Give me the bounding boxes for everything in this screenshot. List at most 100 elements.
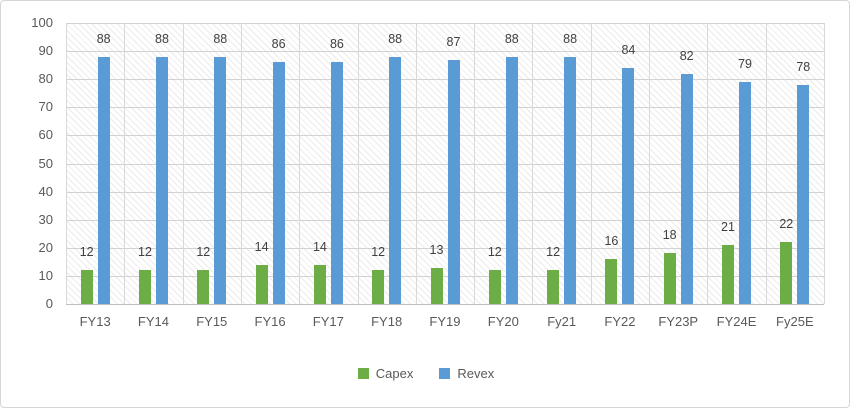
bar-revex-FY16 <box>272 62 285 304</box>
x-tick-label-FY14: FY14 <box>137 314 169 329</box>
gridline-90 <box>66 51 824 53</box>
legend-item-revex: Revex <box>439 366 494 381</box>
bar-capex-FY13 <box>80 270 93 304</box>
vertical-gridline-1 <box>124 23 125 304</box>
gridline-70 <box>66 107 824 109</box>
vertical-gridline-12 <box>766 23 767 304</box>
data-label-revex-FY16: 86 <box>271 37 286 52</box>
x-tick-label-Fy25E: Fy25E <box>776 314 814 329</box>
data-label-revex-FY23P: 82 <box>679 48 694 63</box>
bar-capex-FY15 <box>197 270 210 304</box>
y-axis: 0 10 20 30 40 50 60 70 80 90 100 <box>1 1 57 331</box>
data-label-capex-FY22: 16 <box>604 234 619 248</box>
bar-revex-Fy21 <box>564 56 577 304</box>
vertical-gridline-8 <box>532 23 533 304</box>
bar-capex-FY16 <box>255 264 268 304</box>
gridline-40 <box>66 191 824 193</box>
vertical-gridline-9 <box>591 23 592 304</box>
vertical-gridline-11 <box>707 23 708 304</box>
bar-capex-FY18 <box>372 270 385 304</box>
bar-revex-FY19 <box>447 59 460 304</box>
data-label-revex-FY24E: 79 <box>738 57 752 71</box>
bar-revex-FY24E <box>739 82 751 304</box>
y-tick-label-20: 20 <box>38 239 53 255</box>
y-tick-label-80: 80 <box>38 71 53 87</box>
legend-swatch-capex <box>357 367 369 379</box>
bar-capex-Fy25E <box>780 242 793 304</box>
y-tick-label-30: 30 <box>38 211 53 227</box>
bar-revex-FY17 <box>330 62 343 304</box>
x-tick-label-FY19: FY19 <box>429 314 461 329</box>
gridline-30 <box>66 219 824 221</box>
x-tick-label-FY17: FY17 <box>312 314 344 329</box>
bar-capex-FY14 <box>139 270 151 304</box>
data-label-revex-FY17: 86 <box>329 37 344 52</box>
gridline-10 <box>66 275 824 277</box>
data-label-revex-FY15: 88 <box>213 31 228 46</box>
vertical-gridline-6 <box>416 23 417 304</box>
data-label-revex-FY13: 88 <box>96 31 111 46</box>
plot-area: 12 88 12 88 12 88 14 86 14 86 12 88 13 87 12 88 12 88 16 84… <box>66 23 825 305</box>
gridline-50 <box>66 163 824 165</box>
legend-label-revex: Revex <box>457 365 495 381</box>
data-label-revex-Fy25E: 78 <box>796 59 811 74</box>
legend: Capex Revex <box>1 364 849 382</box>
x-tick-label-FY24E: FY24E <box>716 314 757 329</box>
bar-revex-FY18 <box>389 56 402 304</box>
y-tick-label-10: 10 <box>38 267 53 283</box>
bar-revex-FY15 <box>214 56 227 304</box>
data-label-revex-Fy21: 88 <box>563 31 578 46</box>
x-axis: FY13 FY14 FY15 FY16 FY17 FY18 FY19 FY20 Fy21 FY22… <box>66 313 824 331</box>
x-tick-label-FY22: FY22 <box>604 314 636 329</box>
data-label-capex-Fy25E: 22 <box>779 217 794 232</box>
data-label-capex-FY17: 14 <box>312 239 327 254</box>
vertical-gridline-7 <box>474 23 475 304</box>
gridline-60 <box>66 135 824 137</box>
data-label-revex-FY18: 88 <box>388 31 403 46</box>
legend-item-capex: Capex <box>357 365 414 381</box>
bar-revex-FY23P <box>680 73 693 304</box>
y-tick-label-50: 50 <box>38 155 53 171</box>
vertical-gridline-0 <box>66 23 67 304</box>
gridline-100 <box>66 23 824 24</box>
data-label-capex-FY16: 14 <box>254 239 269 254</box>
x-tick-label-Fy21: Fy21 <box>547 314 577 329</box>
x-tick-label-FY16: FY16 <box>254 314 286 329</box>
bar-capex-FY24E <box>722 245 734 304</box>
vertical-gridline-13 <box>824 23 825 304</box>
bar-revex-FY22 <box>622 68 635 304</box>
bar-capex-FY19 <box>430 267 443 304</box>
y-tick-label-40: 40 <box>38 183 53 199</box>
bar-capex-FY22 <box>605 259 618 304</box>
bar-revex-FY13 <box>97 56 110 304</box>
y-tick-label-100: 100 <box>31 15 53 30</box>
x-tick-label-FY23P: FY23P <box>658 314 699 329</box>
vertical-gridline-5 <box>358 23 359 304</box>
bar-capex-FY23P <box>663 253 676 304</box>
y-tick-label-60: 60 <box>38 127 53 143</box>
data-label-capex-Fy21: 12 <box>546 245 561 260</box>
x-axis-line <box>66 304 824 305</box>
bar-capex-FY20 <box>488 270 501 304</box>
x-tick-label-FY20: FY20 <box>487 314 519 329</box>
data-label-capex-FY19: 13 <box>429 242 444 257</box>
data-label-capex-FY20: 12 <box>487 245 502 260</box>
data-label-capex-FY23P: 18 <box>662 228 677 243</box>
legend-label-capex: Capex <box>375 365 414 381</box>
bar-revex-Fy25E <box>797 84 810 304</box>
y-tick-label-0: 0 <box>45 296 53 311</box>
x-tick-label-FY18: FY18 <box>371 314 403 329</box>
vertical-gridline-10 <box>649 23 650 304</box>
data-label-capex-FY24E: 21 <box>721 220 735 234</box>
vertical-gridline-4 <box>299 23 300 304</box>
gridline-20 <box>66 247 824 249</box>
bar-revex-FY20 <box>505 56 518 304</box>
x-tick-label-FY13: FY13 <box>79 314 111 329</box>
data-label-capex-FY15: 12 <box>196 245 211 260</box>
data-label-capex-FY13: 12 <box>79 245 94 260</box>
data-label-revex-FY20: 88 <box>504 31 519 46</box>
legend-swatch-revex <box>439 367 451 379</box>
vertical-gridline-3 <box>241 23 242 304</box>
